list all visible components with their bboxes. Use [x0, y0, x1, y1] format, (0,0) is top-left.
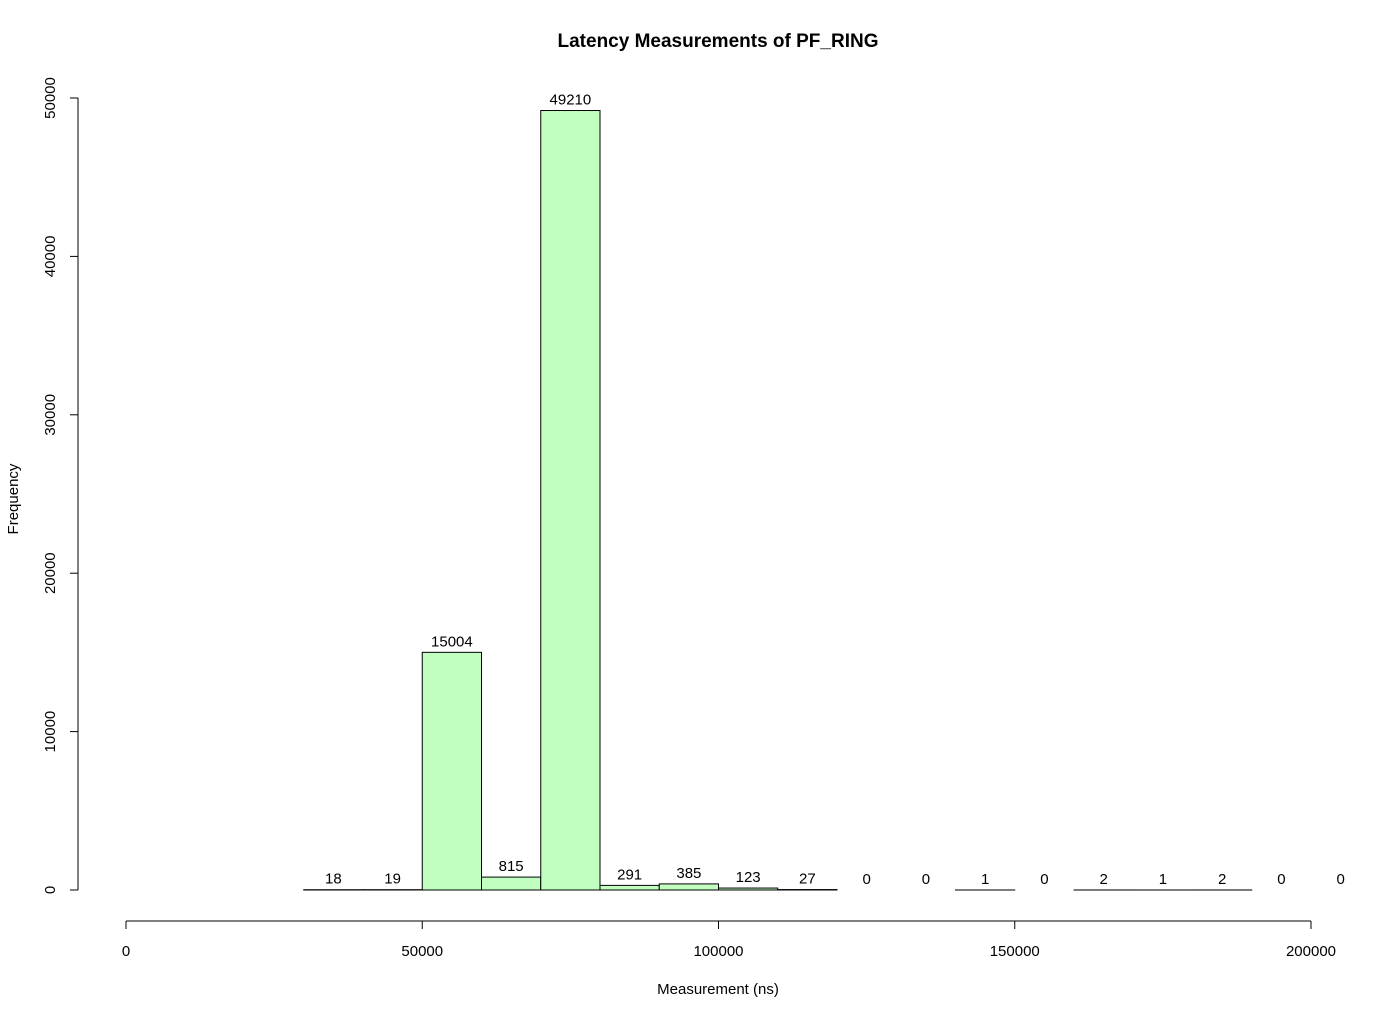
bar-count-label: 19 [384, 871, 401, 888]
bar-count-label: 1 [981, 871, 989, 888]
bar-count-label: 49210 [550, 92, 592, 109]
bar-count-label: 0 [922, 871, 930, 888]
bar-count-label: 1 [1159, 871, 1167, 888]
histogram-bar [540, 110, 601, 891]
y-tick-label: 10000 [42, 711, 59, 753]
histogram-bar [481, 876, 542, 891]
bar-count-label: 0 [1336, 871, 1344, 888]
bar-count-label: 0 [862, 871, 870, 888]
x-tick-label: 0 [122, 943, 130, 960]
chart-title: Latency Measurements of PF_RING [558, 31, 879, 52]
x-tick-label: 150000 [990, 943, 1040, 960]
histogram-bar [718, 887, 779, 891]
y-axis-title: Frequency [5, 463, 22, 534]
bar-count-label: 2 [1218, 871, 1226, 888]
bar-count-label: 0 [1040, 871, 1048, 888]
bar-labels-group: 18 19 15004 815 49210 291 385 123 27 0 0 1 0 2 1 2 0 0 [325, 92, 1345, 888]
bar-count-label: 27 [799, 871, 816, 888]
histogram-bar [599, 884, 660, 891]
bar-count-label: 0 [1277, 871, 1285, 888]
bar-count-label: 18 [325, 871, 342, 888]
y-tick-label: 30000 [42, 394, 59, 436]
x-axis-title: Measurement (ns) [657, 981, 779, 998]
x-tick-label: 50000 [401, 943, 443, 960]
bar-count-label: 385 [676, 865, 701, 882]
histogram-bar [421, 651, 482, 891]
bar-count-label: 291 [617, 866, 642, 883]
y-tick-label: 50000 [42, 77, 59, 119]
bar-count-label: 815 [499, 858, 524, 875]
y-tick-label: 40000 [42, 236, 59, 278]
bar-count-label: 15004 [431, 633, 473, 650]
bars-group [303, 110, 1253, 891]
x-axis: 0 50000 100000 150000 200000 [122, 920, 1336, 960]
histogram-bar [658, 883, 719, 891]
x-tick-label: 100000 [693, 943, 743, 960]
x-tick-label: 200000 [1286, 943, 1336, 960]
y-tick-label: 20000 [42, 552, 59, 594]
bar-count-label: 2 [1099, 871, 1107, 888]
bar-count-label: 123 [736, 869, 761, 886]
y-tick-label: 0 [42, 886, 59, 894]
y-axis: 0 10000 20000 30000 40000 50000 [42, 77, 79, 894]
